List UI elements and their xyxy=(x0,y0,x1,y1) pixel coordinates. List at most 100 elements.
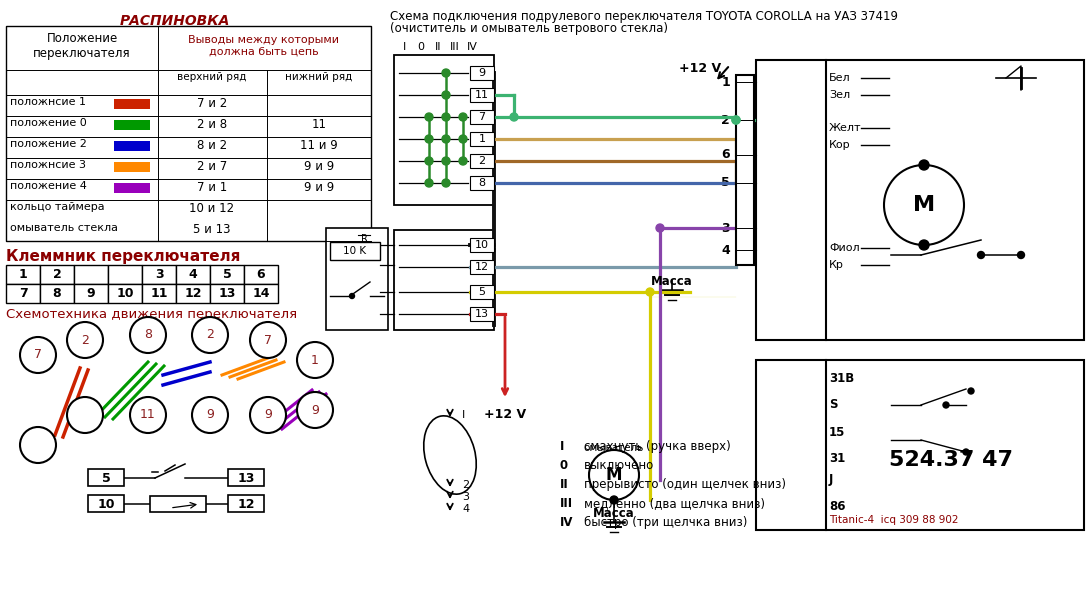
Text: Titanic-4  icq 309 88 902: Titanic-4 icq 309 88 902 xyxy=(829,515,959,525)
Text: 1: 1 xyxy=(18,268,27,281)
Text: 4: 4 xyxy=(188,268,197,281)
Bar xyxy=(470,307,494,321)
Circle shape xyxy=(67,322,103,358)
Text: 3: 3 xyxy=(462,492,469,502)
Circle shape xyxy=(919,160,929,170)
Text: 7: 7 xyxy=(264,334,272,346)
Circle shape xyxy=(129,397,166,433)
Text: IV: IV xyxy=(560,516,573,529)
Text: 10: 10 xyxy=(475,240,489,250)
Bar xyxy=(114,162,150,172)
Text: +12 V: +12 V xyxy=(484,408,527,421)
Bar xyxy=(330,242,380,260)
Text: выключено: выключено xyxy=(584,459,654,472)
Text: медленно (два щелчка вниз): медленно (два щелчка вниз) xyxy=(584,497,765,510)
Text: 10: 10 xyxy=(97,498,114,511)
Circle shape xyxy=(610,496,618,504)
Bar xyxy=(176,284,210,303)
Circle shape xyxy=(459,135,467,143)
Text: 3: 3 xyxy=(154,268,163,281)
Text: 11: 11 xyxy=(475,90,489,100)
Bar xyxy=(210,265,244,284)
Text: 5: 5 xyxy=(721,176,730,190)
Circle shape xyxy=(732,116,740,124)
Text: 6: 6 xyxy=(721,148,730,162)
Ellipse shape xyxy=(423,416,477,494)
Circle shape xyxy=(732,116,740,124)
Text: Масса: Масса xyxy=(651,275,693,288)
Text: R: R xyxy=(360,234,368,244)
Bar xyxy=(143,284,176,303)
Circle shape xyxy=(963,449,969,455)
Circle shape xyxy=(425,179,433,187)
Text: 4: 4 xyxy=(462,504,469,514)
Bar xyxy=(114,120,150,130)
Bar xyxy=(7,265,40,284)
Text: 7: 7 xyxy=(479,112,485,122)
Text: I: I xyxy=(403,42,406,52)
Bar xyxy=(74,284,108,303)
Bar xyxy=(228,495,264,512)
Text: положнсие 3: положнсие 3 xyxy=(10,160,86,170)
Text: 9: 9 xyxy=(479,68,485,78)
Text: 524.37 47: 524.37 47 xyxy=(889,450,1013,470)
Bar xyxy=(470,285,494,299)
Text: Желт: Желт xyxy=(829,123,862,133)
Text: 4: 4 xyxy=(721,243,730,256)
Text: 9: 9 xyxy=(206,409,214,422)
Text: 10: 10 xyxy=(116,287,134,300)
Text: 12: 12 xyxy=(475,262,490,272)
Circle shape xyxy=(191,397,228,433)
Bar xyxy=(470,132,494,146)
Circle shape xyxy=(442,113,450,121)
Text: РАСПИНОВКА: РАСПИНОВКА xyxy=(120,14,231,28)
Text: прерывисто (один щелчек вниз): прерывисто (один щелчек вниз) xyxy=(584,478,786,491)
Text: 2: 2 xyxy=(206,329,214,342)
Bar xyxy=(470,88,494,102)
Text: Выводы между которыми
должна быть цепь: Выводы между которыми должна быть цепь xyxy=(188,35,339,57)
Bar xyxy=(756,360,1084,530)
Bar xyxy=(470,176,494,190)
Text: 2: 2 xyxy=(479,156,485,166)
Text: быстро (три щелчка вниз): быстро (три щелчка вниз) xyxy=(584,516,747,529)
Text: положение 0: положение 0 xyxy=(10,118,87,128)
Circle shape xyxy=(20,337,55,373)
Bar xyxy=(114,183,150,193)
Bar xyxy=(735,75,754,265)
Text: 11: 11 xyxy=(311,118,326,131)
Text: 13: 13 xyxy=(219,287,236,300)
Bar xyxy=(88,469,124,486)
Text: 7 и 2: 7 и 2 xyxy=(197,97,227,110)
Bar xyxy=(394,55,494,205)
Bar xyxy=(756,60,1084,340)
Text: 0: 0 xyxy=(560,459,568,472)
Text: Кр: Кр xyxy=(829,260,844,270)
Text: Зел: Зел xyxy=(829,90,850,100)
Circle shape xyxy=(883,165,964,245)
Circle shape xyxy=(191,317,228,353)
Bar xyxy=(114,99,150,109)
Circle shape xyxy=(67,397,103,433)
Text: 10 K: 10 K xyxy=(344,246,367,256)
Text: 13: 13 xyxy=(475,309,489,319)
Bar xyxy=(470,66,494,80)
Text: 9: 9 xyxy=(311,403,319,417)
Bar xyxy=(108,284,143,303)
Text: 11: 11 xyxy=(150,287,168,300)
Bar xyxy=(40,284,74,303)
Circle shape xyxy=(129,317,166,353)
Circle shape xyxy=(968,388,974,394)
Bar xyxy=(7,26,371,241)
Circle shape xyxy=(349,293,355,298)
Text: 7 и 1: 7 и 1 xyxy=(197,181,227,194)
Text: +12 V: +12 V xyxy=(679,62,721,75)
Circle shape xyxy=(459,113,467,121)
Bar xyxy=(326,228,388,330)
Text: I: I xyxy=(462,410,466,420)
Text: IV: IV xyxy=(467,42,478,52)
Circle shape xyxy=(425,135,433,143)
Text: Фиол: Фиол xyxy=(829,243,860,253)
Bar xyxy=(244,284,279,303)
Circle shape xyxy=(442,135,450,143)
Bar xyxy=(470,110,494,124)
